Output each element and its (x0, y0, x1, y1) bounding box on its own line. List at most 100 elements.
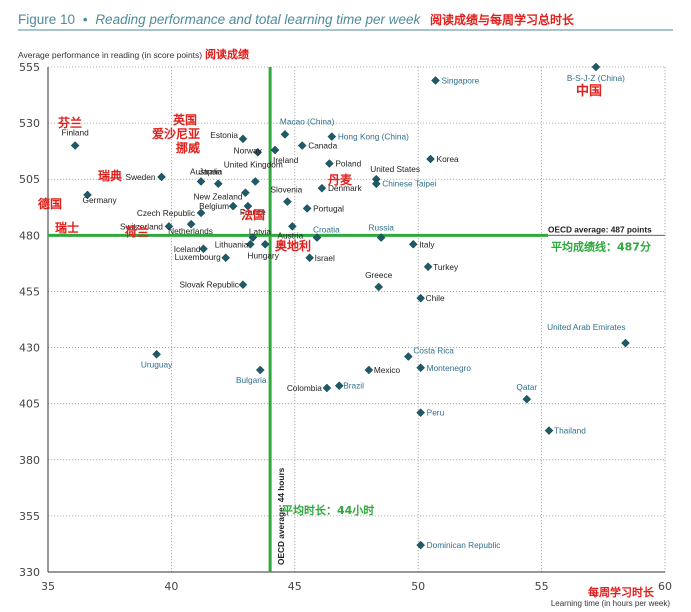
x-axis-label: Learning time (in hours per week) (551, 599, 671, 608)
label-zh-norway: 挪威 (176, 140, 200, 155)
label-poland: Poland (335, 159, 361, 169)
label-montenegro: Montenegro (427, 363, 472, 373)
y-tick-label: 555 (19, 61, 40, 74)
y-tick-label: 330 (19, 566, 40, 579)
x-tick-label: 40 (164, 580, 178, 593)
point-united-kingdom (250, 177, 260, 186)
point-united-arab-emirates (621, 338, 630, 348)
label-zh-switzerland: 瑞士 (55, 220, 79, 235)
y-tick-label: 505 (19, 173, 40, 186)
chart-title: Figure 10 • Reading performance and tota… (18, 12, 575, 27)
label-zh-b-s-j-z-china-: 中国 (576, 83, 602, 99)
point-switzerland (164, 222, 174, 231)
point-sweden (157, 172, 166, 182)
point-peru (416, 408, 426, 417)
label-zh-sweden: 瑞典 (98, 168, 122, 183)
point-luxembourg (221, 253, 231, 263)
label-chinese-taipei: Chinese Taipei (382, 179, 436, 189)
point-chile (416, 293, 426, 303)
point-austria (287, 222, 297, 231)
point-norway (253, 147, 263, 157)
grid-lines (48, 66, 666, 572)
point-colombia (322, 383, 332, 393)
label-croatia: Croatia (313, 225, 340, 235)
label-zh-estonia: 爱沙尼亚 (152, 126, 200, 141)
point-japan (196, 177, 206, 186)
label-switzerland: Switzerland (120, 221, 163, 231)
label-thailand: Thailand (554, 426, 586, 436)
point-denmark (317, 183, 327, 193)
point-australia (213, 179, 223, 189)
label-korea: Korea (437, 154, 460, 164)
point-thailand (544, 426, 554, 435)
label-japan: Japan (199, 166, 222, 176)
point-ireland (270, 145, 280, 155)
label-netherlands: Netherlands (168, 226, 213, 236)
y-tick-label: 355 (19, 510, 40, 523)
point-mexico (364, 365, 374, 375)
point-turkey (423, 262, 433, 272)
point-korea (426, 154, 435, 164)
label-greece: Greece (365, 270, 393, 280)
point-singapore (431, 76, 440, 85)
point-france (243, 201, 253, 211)
reference-lines: OECD average: 487 points 平均成绩线：487分 OECD a… (48, 67, 665, 572)
label-b-s-j-z-china-: B-S-J-Z (China) (567, 73, 625, 83)
label-portugal: Portugal (313, 203, 344, 213)
label-zh-france: 法国 (241, 207, 265, 222)
point-croatia (312, 233, 322, 242)
label-zh-austria: 奥地利 (275, 238, 311, 253)
label-turkey: Turkey (433, 262, 459, 272)
point-lithuania (246, 239, 255, 249)
label-dominican-republic: Dominican Republic (427, 540, 501, 550)
label-germany: Germany (82, 195, 117, 205)
mean-hours-label-zh: 平均时长：44小时 (282, 503, 374, 517)
x-tick-label: 60 (658, 580, 672, 593)
label-israel: Israel (315, 253, 335, 263)
label-estonia: Estonia (210, 130, 238, 140)
label-uruguay: Uruguay (141, 359, 173, 369)
point-iceland (199, 244, 208, 254)
label-ireland: Ireland (273, 155, 299, 165)
label-brazil: Brazil (343, 381, 364, 391)
y-axis-label-zh: 阅读成绩 (205, 47, 249, 61)
label-zh-germany: 德国 (38, 196, 62, 211)
label-chile: Chile (426, 293, 445, 303)
point-germany (83, 190, 92, 200)
label-russia: Russia (368, 223, 394, 233)
point-chinese-taipei (371, 179, 381, 189)
point-brazil (334, 381, 344, 391)
label-austria: Austria (277, 230, 303, 240)
mean-hours-label: OECD average: 44 hours (276, 467, 286, 565)
point-dominican-republic (416, 540, 426, 550)
title-zh: 阅读成绩与每周学习总时长 (430, 12, 575, 27)
y-tick-label: 430 (19, 342, 40, 355)
title-main: Reading performance and total learning t… (95, 12, 421, 27)
label-colombia: Colombia (287, 383, 322, 393)
y-tick-label: 530 (19, 117, 40, 130)
label-slovenia: Slovenia (270, 185, 302, 195)
point-new-zealand (241, 188, 250, 198)
label-belgium: Belgium (199, 201, 229, 211)
y-tick-label: 405 (19, 398, 40, 411)
point-costa-rica (403, 352, 413, 361)
point-bulgaria (255, 365, 265, 375)
label-lithuania: Lithuania (215, 239, 249, 249)
x-tick-label: 35 (41, 580, 55, 593)
label-qatar: Qatar (516, 382, 537, 392)
label-hong-kong-china-: Hong Kong (China) (338, 132, 409, 142)
label-luxembourg: Luxembourg (175, 252, 222, 262)
label-zh-finland: 芬兰 (57, 115, 82, 130)
point-israel (305, 253, 314, 263)
point-hong-kong-china- (327, 132, 337, 141)
point-czech-republic (196, 208, 206, 218)
label-mexico: Mexico (374, 365, 401, 375)
y-tick-label: 480 (19, 229, 40, 242)
point-netherlands (186, 219, 196, 229)
y-axis-label: Average performance in reading (in score… (18, 50, 202, 60)
point-italy (408, 239, 418, 249)
point-poland (324, 159, 334, 168)
point-hungary (260, 239, 270, 249)
label-hungary: Hungary (247, 250, 279, 260)
